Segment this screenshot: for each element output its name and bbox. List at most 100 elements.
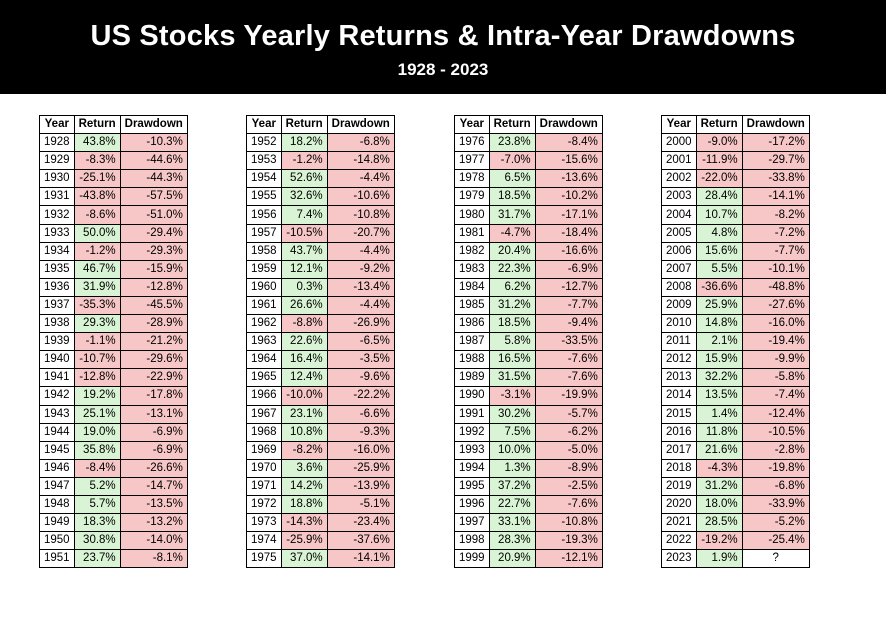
table-row: 1978 6.5% -13.6% <box>454 169 603 189</box>
table-row: 1962 -8.8% -26.9% <box>246 314 395 334</box>
table-row: 1986 18.5% -9.4% <box>454 314 603 334</box>
table-row: 1938 29.3% -28.9% <box>39 314 188 334</box>
column-header-year: Year <box>39 114 75 135</box>
return-cell: 37.0% <box>280 549 328 569</box>
table-row: 1958 43.7% -4.4% <box>246 241 395 261</box>
drawdown-cell: -14.1% <box>326 549 395 569</box>
table-row: 1985 31.2% -7.7% <box>454 295 603 316</box>
table-row: 2021 28.5% -5.2% <box>661 513 810 533</box>
table-row: 2013 32.2% -5.8% <box>661 368 810 388</box>
drawdown-cell: -37.6% <box>326 531 395 551</box>
year-cell: 2016 <box>661 422 697 442</box>
return-cell: -11.9% <box>695 151 743 171</box>
returns-table-4: Year Return Drawdown 2000 -9.0% -17.2% 2001 -11… <box>661 114 810 569</box>
return-cell: -22.0% <box>695 169 743 189</box>
year-cell: 2022 <box>661 531 697 551</box>
table-row: 1970 3.6% -25.9% <box>246 458 395 478</box>
return-cell: 46.7% <box>73 259 121 279</box>
return-cell: 31.2% <box>488 295 536 316</box>
drawdown-cell: -20.7% <box>326 223 395 243</box>
table-row: 1977 -7.0% -15.6% <box>454 151 603 171</box>
year-cell: 2002 <box>661 169 697 189</box>
drawdown-cell: -26.6% <box>119 458 188 478</box>
year-cell: 2009 <box>661 295 697 316</box>
year-cell: 2000 <box>661 133 697 153</box>
drawdown-cell: -51.0% <box>119 205 188 225</box>
year-cell: 1987 <box>454 332 490 352</box>
year-cell: 1942 <box>39 386 75 406</box>
year-cell: 2005 <box>661 223 697 243</box>
return-cell: 30.2% <box>488 404 536 424</box>
year-cell: 1991 <box>454 404 490 424</box>
return-cell: -3.1% <box>488 386 536 406</box>
column-header-drawdown: Drawdown <box>326 114 395 135</box>
year-cell: 2008 <box>661 277 697 297</box>
drawdown-cell: -57.5% <box>119 187 188 207</box>
return-cell: 25.1% <box>73 404 121 424</box>
column-header-drawdown: Drawdown <box>119 114 188 135</box>
drawdown-cell: -9.3% <box>326 422 395 442</box>
drawdown-cell: -15.9% <box>119 259 188 279</box>
year-cell: 1949 <box>39 513 75 533</box>
table-row: 2006 15.6% -7.7% <box>661 241 810 261</box>
drawdown-cell: -7.7% <box>534 295 603 316</box>
table-row: 1932 -8.6% -51.0% <box>39 205 188 225</box>
drawdown-cell: -48.8% <box>741 277 810 297</box>
table-header-row: Year Return Drawdown <box>454 114 603 135</box>
year-cell: 1978 <box>454 169 490 189</box>
return-cell: 12.1% <box>280 259 328 279</box>
drawdown-cell: -29.7% <box>741 151 810 171</box>
drawdown-cell: -3.5% <box>326 350 395 370</box>
table-row: 1964 16.4% -3.5% <box>246 350 395 370</box>
year-cell: 1943 <box>39 404 75 424</box>
table-row: 1933 50.0% -29.4% <box>39 223 188 243</box>
return-cell: 5.5% <box>695 259 743 279</box>
year-cell: 2010 <box>661 314 697 334</box>
drawdown-cell: -17.8% <box>119 386 188 406</box>
year-cell: 1941 <box>39 368 75 388</box>
table-row: 2015 1.4% -12.4% <box>661 404 810 424</box>
year-cell: 1981 <box>454 223 490 243</box>
return-cell: -7.0% <box>488 151 536 171</box>
return-cell: 35.8% <box>73 440 121 460</box>
year-cell: 2011 <box>661 332 697 352</box>
table-row: 1983 22.3% -6.9% <box>454 259 603 279</box>
drawdown-cell: -19.9% <box>534 386 603 406</box>
year-cell: 1965 <box>246 368 282 388</box>
year-cell: 1973 <box>246 513 282 533</box>
table-row: 1940 -10.7% -29.6% <box>39 350 188 370</box>
year-cell: 1962 <box>246 314 282 334</box>
column-header-return: Return <box>488 114 536 135</box>
drawdown-cell: -6.9% <box>119 422 188 442</box>
table-header-row: Year Return Drawdown <box>661 114 810 135</box>
return-cell: 18.8% <box>280 494 328 515</box>
drawdown-cell: -13.2% <box>119 513 188 533</box>
year-cell: 1968 <box>246 422 282 442</box>
return-cell: 1.4% <box>695 404 743 424</box>
return-cell: 28.4% <box>695 187 743 207</box>
year-cell: 1954 <box>246 169 282 189</box>
return-cell: 14.2% <box>280 476 328 496</box>
table-row: 2019 31.2% -6.8% <box>661 476 810 496</box>
column-header-return: Return <box>73 114 121 135</box>
return-cell: -25.9% <box>280 531 328 551</box>
drawdown-cell: -7.2% <box>741 223 810 243</box>
return-cell: 15.6% <box>695 241 743 261</box>
return-cell: -9.0% <box>695 133 743 153</box>
year-cell: 2018 <box>661 458 697 478</box>
drawdown-cell: -45.5% <box>119 295 188 316</box>
drawdown-cell: -33.8% <box>741 169 810 189</box>
table-row: 1955 32.6% -10.6% <box>246 187 395 207</box>
table-row: 1954 52.6% -4.4% <box>246 169 395 189</box>
table-row: 1928 43.8% -10.3% <box>39 133 188 153</box>
year-cell: 1955 <box>246 187 282 207</box>
return-cell: 20.4% <box>488 241 536 261</box>
drawdown-cell: -8.2% <box>741 205 810 225</box>
return-cell: 33.1% <box>488 513 536 533</box>
drawdown-cell: -14.1% <box>741 187 810 207</box>
year-cell: 1936 <box>39 277 75 297</box>
table-row: 1974 -25.9% -37.6% <box>246 531 395 551</box>
year-cell: 1971 <box>246 476 282 496</box>
drawdown-cell: -6.8% <box>741 476 810 496</box>
table-row: 1961 26.6% -4.4% <box>246 295 395 316</box>
